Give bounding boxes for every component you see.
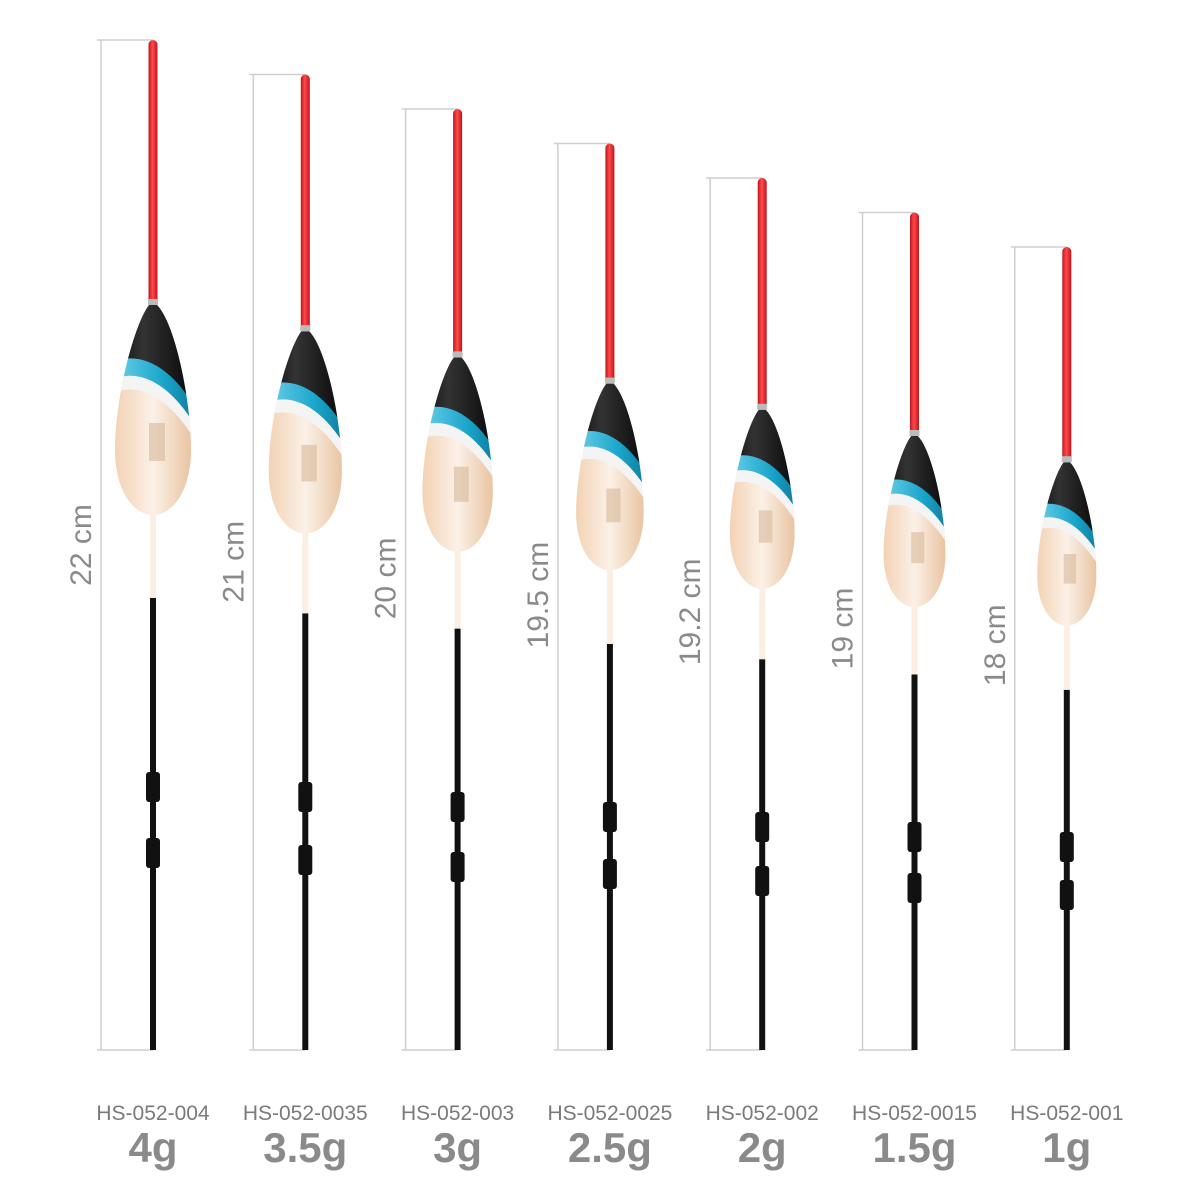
weight: 2.5g [568,1124,652,1171]
product-code: HS-052-002 [706,1102,819,1125]
logo [758,510,773,543]
connector [755,812,770,842]
connector [146,772,160,802]
connector [450,852,465,882]
stem [302,613,309,1050]
ring [757,403,768,410]
ring [604,377,615,384]
float-body [268,331,342,534]
keel [911,597,918,675]
weight: 1.5g [872,1124,956,1171]
connector [146,838,160,868]
weight: 2g [738,1124,787,1171]
weight: 3.5g [263,1124,347,1171]
keel [1063,615,1070,690]
float-body [576,383,644,571]
float-body [729,409,795,589]
stem [150,598,156,1050]
connector [450,792,465,822]
weight: 4g [128,1124,177,1171]
logo [911,532,925,564]
weight: 3g [433,1124,482,1171]
connector [298,845,313,875]
antenna [757,178,767,410]
keel [150,505,156,598]
ring [300,325,311,332]
length-label: 21 cm [217,521,250,603]
keel [759,578,766,660]
float-body [422,357,493,552]
stem [454,628,461,1050]
keel [454,541,461,629]
connector [298,782,313,812]
connector [755,866,770,896]
stem [911,674,918,1050]
antenna [910,212,919,436]
logo [149,423,165,461]
antenna [300,74,310,332]
connector [1059,880,1074,910]
product-code: HS-052-004 [96,1102,210,1125]
antenna [148,40,158,305]
antenna [605,143,615,384]
ring [909,430,920,436]
product-code: HS-052-0035 [243,1102,368,1125]
keel [606,560,613,644]
connector [907,873,922,903]
length-label: 18 cm [979,604,1012,686]
length-label: 19.2 cm [674,558,707,665]
connector [602,802,617,832]
product-code: HS-052-001 [1010,1102,1123,1125]
keel [302,523,309,614]
ring [148,299,158,305]
float-body [115,305,191,515]
length-label: 19 cm [827,588,860,670]
logo [301,444,317,482]
antenna [1062,247,1072,463]
product-code: HS-052-0015 [852,1102,977,1125]
stem [759,659,766,1050]
connector [907,822,922,852]
stem [606,643,613,1050]
weight: 1g [1042,1124,1091,1171]
ring [452,351,463,358]
length-label: 20 cm [370,538,403,620]
connector [1059,832,1074,862]
antenna [453,109,463,358]
float-body [883,436,946,608]
logo [606,488,621,523]
length-label: 19.5 cm [522,542,555,649]
length-label: 22 cm [65,504,98,586]
product-code: HS-052-0025 [547,1102,672,1125]
logo [1063,554,1077,584]
float-body [1037,462,1097,626]
connector [602,859,617,889]
ring [1061,456,1072,463]
product-code: HS-052-003 [401,1102,514,1125]
stem [1063,689,1070,1050]
logo [453,466,469,502]
